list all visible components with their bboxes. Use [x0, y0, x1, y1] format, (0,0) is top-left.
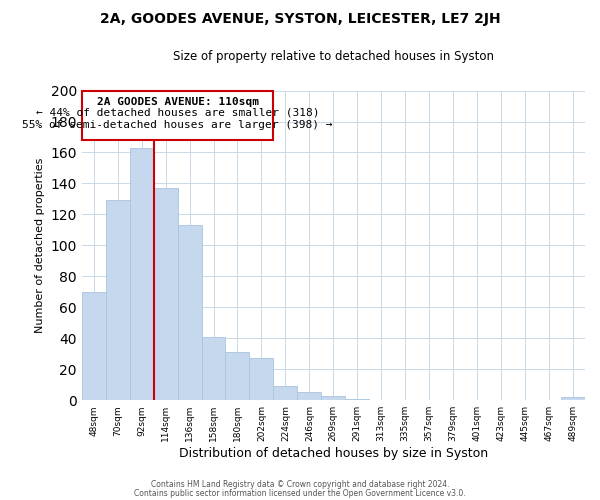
Title: Size of property relative to detached houses in Syston: Size of property relative to detached ho… [173, 50, 494, 63]
Text: 2A GOODES AVENUE: 110sqm: 2A GOODES AVENUE: 110sqm [97, 96, 259, 106]
Bar [202, 336, 226, 400]
Bar [226, 352, 250, 400]
FancyBboxPatch shape [82, 90, 274, 140]
Text: ← 44% of detached houses are smaller (318): ← 44% of detached houses are smaller (31… [36, 108, 319, 118]
Text: 55% of semi-detached houses are larger (398) →: 55% of semi-detached houses are larger (… [22, 120, 333, 130]
Bar [322, 396, 346, 400]
Text: Contains HM Land Registry data © Crown copyright and database right 2024.: Contains HM Land Registry data © Crown c… [151, 480, 449, 489]
Bar [178, 226, 202, 400]
Bar [250, 358, 274, 400]
Bar [130, 148, 154, 400]
Bar [82, 292, 106, 400]
Text: Contains public sector information licensed under the Open Government Licence v3: Contains public sector information licen… [134, 488, 466, 498]
Bar [298, 392, 322, 400]
Y-axis label: Number of detached properties: Number of detached properties [35, 158, 45, 333]
Bar [561, 397, 585, 400]
Bar [274, 386, 298, 400]
Bar [106, 200, 130, 400]
Text: 2A, GOODES AVENUE, SYSTON, LEICESTER, LE7 2JH: 2A, GOODES AVENUE, SYSTON, LEICESTER, LE… [100, 12, 500, 26]
Bar [346, 398, 369, 400]
Bar [154, 188, 178, 400]
X-axis label: Distribution of detached houses by size in Syston: Distribution of detached houses by size … [179, 447, 488, 460]
